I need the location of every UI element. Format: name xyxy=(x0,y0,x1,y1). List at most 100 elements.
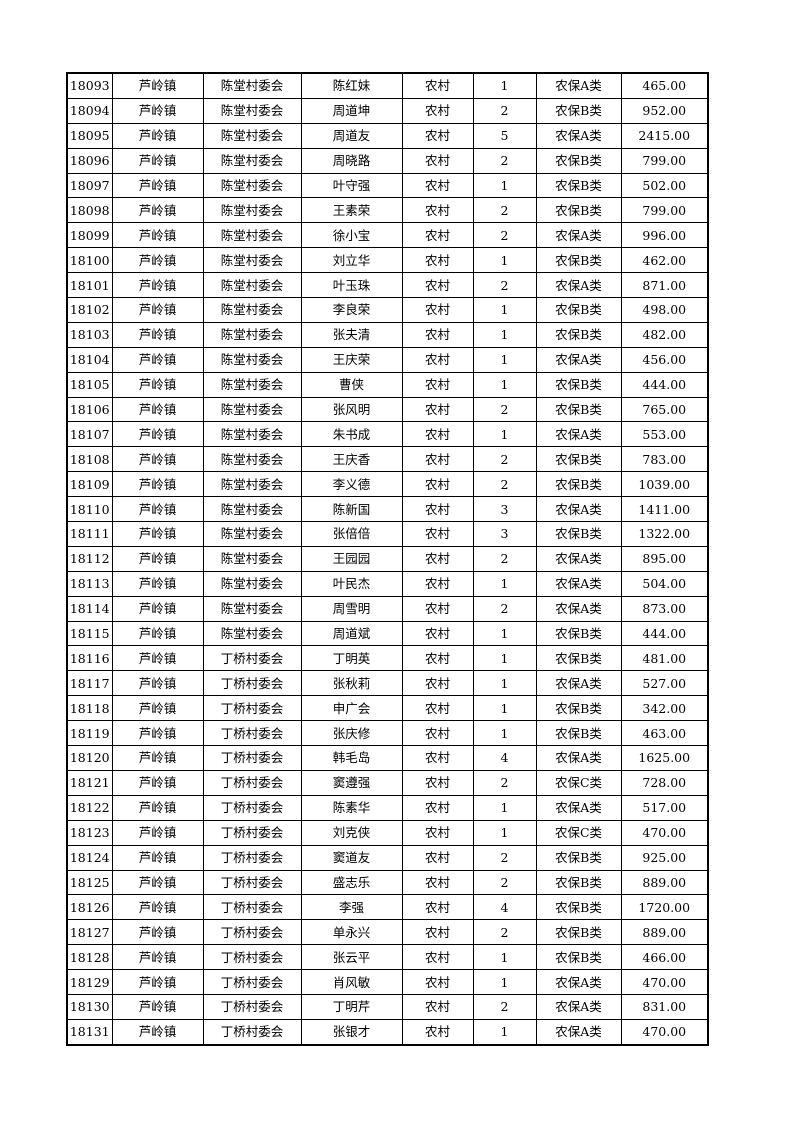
amount-cell: 1625.00 xyxy=(620,745,709,771)
village-committee-cell: 陈堂村委会 xyxy=(202,197,302,224)
serial-number-cell: 18104 xyxy=(66,346,113,373)
amount-cell: 889.00 xyxy=(620,869,709,896)
serial-number-cell: 18112 xyxy=(66,545,113,572)
amount-cell: 444.00 xyxy=(620,620,709,647)
village-committee-cell: 陈堂村委会 xyxy=(202,446,302,473)
insurance-category-cell: 农保B类 xyxy=(535,297,622,323)
town-cell: 芦岭镇 xyxy=(111,993,204,1020)
village-committee-cell: 陈堂村委会 xyxy=(202,247,302,274)
name-cell: 陈新国 xyxy=(300,496,403,523)
serial-number-cell: 18095 xyxy=(66,122,113,149)
insurance-category-cell: 农保A类 xyxy=(535,545,622,572)
town-cell: 芦岭镇 xyxy=(111,894,204,921)
insurance-category-cell: 农保B类 xyxy=(535,97,622,124)
household-size-cell: 1 xyxy=(472,172,537,199)
name-cell: 申广会 xyxy=(300,695,403,722)
household-size-cell: 2 xyxy=(472,993,537,1020)
serial-number-cell: 18123 xyxy=(66,819,113,846)
household-size-cell: 1 xyxy=(472,1018,537,1046)
village-committee-cell: 陈堂村委会 xyxy=(202,521,302,547)
household-size-cell: 1 xyxy=(472,247,537,274)
amount-cell: 470.00 xyxy=(620,1018,709,1046)
town-cell: 芦岭镇 xyxy=(111,297,204,323)
welfare-roster-table: 18093 芦岭镇 陈堂村委会 陈红妹 农村 1 农保A类 465.00 18094 芦岭镇 陈堂村… xyxy=(66,72,709,1046)
serial-number-cell: 18100 xyxy=(66,247,113,274)
insurance-category-cell: 农保C类 xyxy=(535,819,622,846)
village-committee-cell: 陈堂村委会 xyxy=(202,72,302,99)
household-size-cell: 3 xyxy=(472,521,537,547)
insurance-category-cell: 农保A类 xyxy=(535,993,622,1020)
name-cell: 周晓路 xyxy=(300,147,403,174)
insurance-category-cell: 农保A类 xyxy=(535,1018,622,1046)
insurance-category-cell: 农保B类 xyxy=(535,944,622,971)
amount-cell: 466.00 xyxy=(620,944,709,971)
town-cell: 芦岭镇 xyxy=(111,247,204,274)
table-row: 18130 芦岭镇 丁桥村委会 丁明芹 农村 2 农保A类 831.00 xyxy=(66,993,709,1020)
amount-cell: 527.00 xyxy=(620,670,709,697)
insurance-category-cell: 农保B类 xyxy=(535,720,622,747)
table-row: 18122 芦岭镇 丁桥村委会 陈素华 农村 1 农保A类 517.00 xyxy=(66,794,709,821)
table-row: 18111 芦岭镇 陈堂村委会 张倍倍 农村 3 农保B类 1322.00 xyxy=(66,521,709,547)
serial-number-cell: 18119 xyxy=(66,720,113,747)
serial-number-cell: 18103 xyxy=(66,321,113,348)
household-type-cell: 农村 xyxy=(401,794,474,821)
amount-cell: 470.00 xyxy=(620,969,709,995)
amount-cell: 889.00 xyxy=(620,919,709,946)
serial-number-cell: 18093 xyxy=(66,72,113,99)
village-committee-cell: 丁桥村委会 xyxy=(202,919,302,946)
household-type-cell: 农村 xyxy=(401,197,474,224)
amount-cell: 765.00 xyxy=(620,396,709,423)
name-cell: 刘克侠 xyxy=(300,819,403,846)
household-type-cell: 农村 xyxy=(401,521,474,547)
village-committee-cell: 丁桥村委会 xyxy=(202,745,302,771)
household-type-cell: 农村 xyxy=(401,297,474,323)
name-cell: 陈素华 xyxy=(300,794,403,821)
table-row: 18095 芦岭镇 陈堂村委会 周道友 农村 5 农保A类 2415.00 xyxy=(66,122,709,149)
household-size-cell: 2 xyxy=(472,769,537,796)
household-type-cell: 农村 xyxy=(401,496,474,523)
household-type-cell: 农村 xyxy=(401,969,474,995)
household-type-cell: 农村 xyxy=(401,122,474,149)
insurance-category-cell: 农保B类 xyxy=(535,197,622,224)
village-committee-cell: 陈堂村委会 xyxy=(202,421,302,448)
name-cell: 曹侠 xyxy=(300,371,403,398)
town-cell: 芦岭镇 xyxy=(111,72,204,99)
household-type-cell: 农村 xyxy=(401,819,474,846)
name-cell: 窦遵强 xyxy=(300,769,403,796)
household-size-cell: 1 xyxy=(472,72,537,99)
serial-number-cell: 18109 xyxy=(66,471,113,498)
village-committee-cell: 丁桥村委会 xyxy=(202,844,302,871)
insurance-category-cell: 农保A类 xyxy=(535,272,622,299)
village-committee-cell: 丁桥村委会 xyxy=(202,769,302,796)
town-cell: 芦岭镇 xyxy=(111,794,204,821)
insurance-category-cell: 农保A类 xyxy=(535,122,622,149)
insurance-category-cell: 农保A类 xyxy=(535,421,622,448)
town-cell: 芦岭镇 xyxy=(111,446,204,473)
town-cell: 芦岭镇 xyxy=(111,197,204,224)
name-cell: 徐小宝 xyxy=(300,222,403,249)
serial-number-cell: 18096 xyxy=(66,147,113,174)
household-size-cell: 2 xyxy=(472,222,537,249)
household-type-cell: 农村 xyxy=(401,620,474,647)
insurance-category-cell: 农保A类 xyxy=(535,745,622,771)
village-committee-cell: 陈堂村委会 xyxy=(202,346,302,373)
village-committee-cell: 陈堂村委会 xyxy=(202,595,302,622)
serial-number-cell: 18130 xyxy=(66,993,113,1020)
town-cell: 芦岭镇 xyxy=(111,122,204,149)
household-type-cell: 农村 xyxy=(401,919,474,946)
village-committee-cell: 丁桥村委会 xyxy=(202,670,302,697)
serial-number-cell: 18128 xyxy=(66,944,113,971)
town-cell: 芦岭镇 xyxy=(111,496,204,523)
town-cell: 芦岭镇 xyxy=(111,471,204,498)
household-size-cell: 1 xyxy=(472,794,537,821)
town-cell: 芦岭镇 xyxy=(111,396,204,423)
table-row: 18113 芦岭镇 陈堂村委会 叶民杰 农村 1 农保A类 504.00 xyxy=(66,570,709,597)
name-cell: 叶玉珠 xyxy=(300,272,403,299)
household-type-cell: 农村 xyxy=(401,272,474,299)
table-row: 18112 芦岭镇 陈堂村委会 王园园 农村 2 农保A类 895.00 xyxy=(66,545,709,572)
household-size-cell: 1 xyxy=(472,819,537,846)
amount-cell: 799.00 xyxy=(620,197,709,224)
name-cell: 盛志乐 xyxy=(300,869,403,896)
table-row: 18100 芦岭镇 陈堂村委会 刘立华 农村 1 农保B类 462.00 xyxy=(66,247,709,274)
serial-number-cell: 18116 xyxy=(66,645,113,672)
